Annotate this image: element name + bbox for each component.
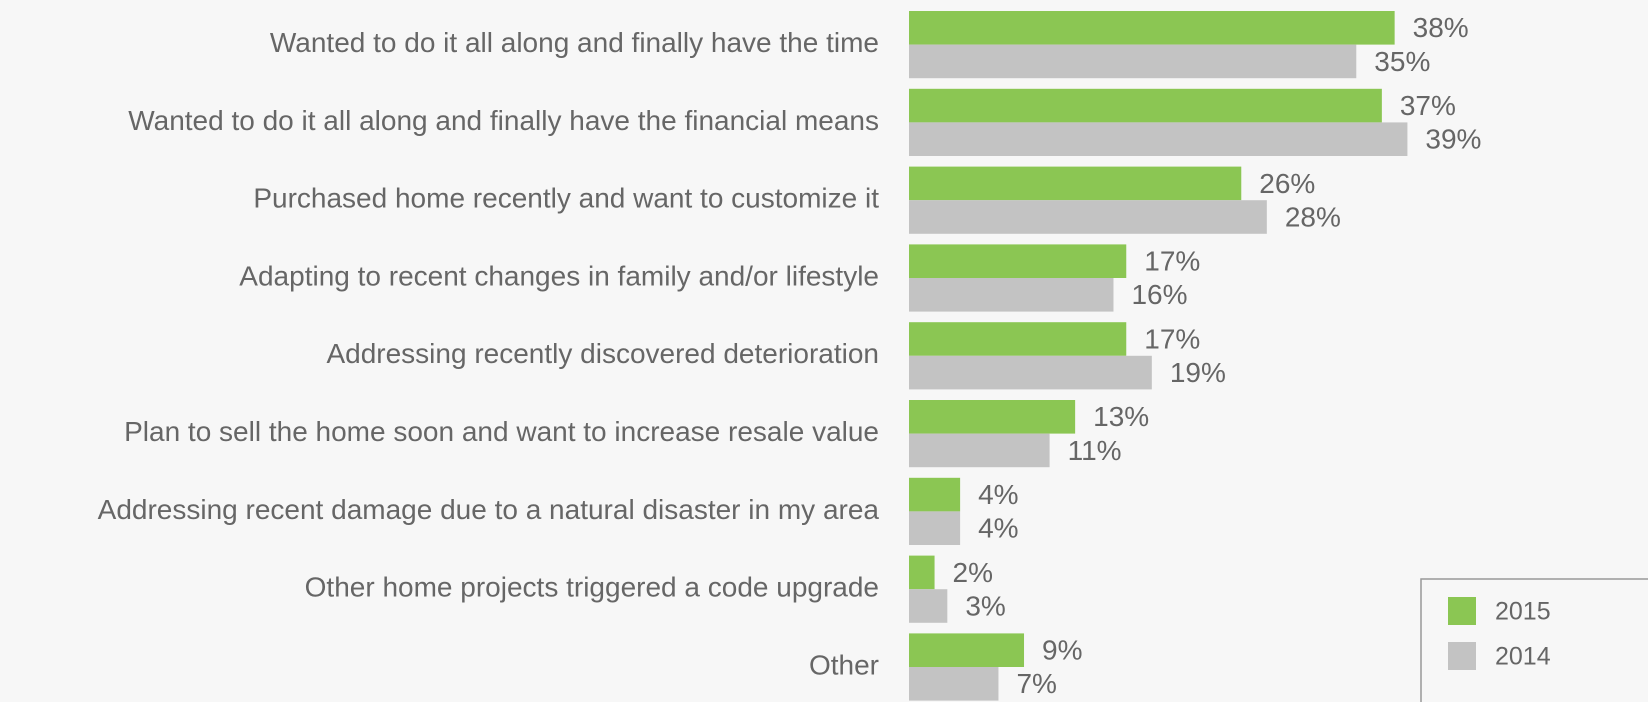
- bar: [909, 400, 1076, 434]
- category-label: Plan to sell the home soon and want to i…: [124, 416, 879, 447]
- value-label: 4%: [978, 479, 1018, 510]
- value-label: 39%: [1425, 124, 1481, 155]
- bar: [909, 88, 1382, 123]
- value-label: 26%: [1259, 168, 1315, 199]
- value-label: 17%: [1144, 323, 1200, 354]
- value-label: 38%: [1413, 12, 1469, 43]
- category-label: Purchased home recently and want to cust…: [253, 183, 879, 214]
- value-label: 7%: [1016, 668, 1056, 699]
- bar: [909, 244, 1127, 278]
- bar: [909, 633, 1025, 667]
- value-label: 37%: [1400, 90, 1456, 121]
- value-label: 28%: [1285, 201, 1341, 232]
- category-label: Addressing recently discovered deteriora…: [326, 338, 879, 369]
- value-label: 11%: [1068, 435, 1122, 466]
- bar: [909, 667, 999, 701]
- category-label: Addressing recent damage due to a natura…: [98, 494, 880, 525]
- value-label: 16%: [1131, 279, 1187, 310]
- bar: [909, 166, 1242, 201]
- value-label: 4%: [978, 513, 1018, 544]
- bar: [909, 589, 948, 623]
- category-label: Adapting to recent changes in family and…: [239, 260, 879, 291]
- bar: [909, 200, 1267, 234]
- bar: [909, 278, 1114, 312]
- category-label: Other: [809, 649, 879, 680]
- value-label: 17%: [1144, 246, 1200, 277]
- bar: [909, 555, 935, 590]
- legend-swatch: [1448, 597, 1476, 625]
- value-label: 13%: [1093, 401, 1149, 432]
- category-label: Wanted to do it all along and finally ha…: [270, 27, 879, 58]
- value-label: 3%: [965, 590, 1005, 621]
- value-label: 9%: [1042, 635, 1082, 666]
- legend-label: 2014: [1495, 643, 1551, 671]
- bar: [909, 322, 1127, 356]
- bar: [909, 433, 1050, 468]
- value-label: 19%: [1170, 357, 1226, 388]
- legend-swatch: [1448, 642, 1476, 670]
- category-label: Wanted to do it all along and finally ha…: [128, 105, 879, 136]
- bar: [909, 11, 1395, 45]
- legend-label: 2015: [1495, 598, 1551, 626]
- bar: [909, 122, 1408, 156]
- value-label: 35%: [1374, 46, 1430, 77]
- bar: [909, 355, 1152, 390]
- bar: [909, 44, 1357, 79]
- bar: [909, 511, 961, 545]
- category-label: Other home projects triggered a code upg…: [305, 572, 879, 603]
- value-label: 2%: [953, 557, 993, 588]
- legend-box: [1420, 578, 1648, 702]
- bar: [909, 477, 961, 512]
